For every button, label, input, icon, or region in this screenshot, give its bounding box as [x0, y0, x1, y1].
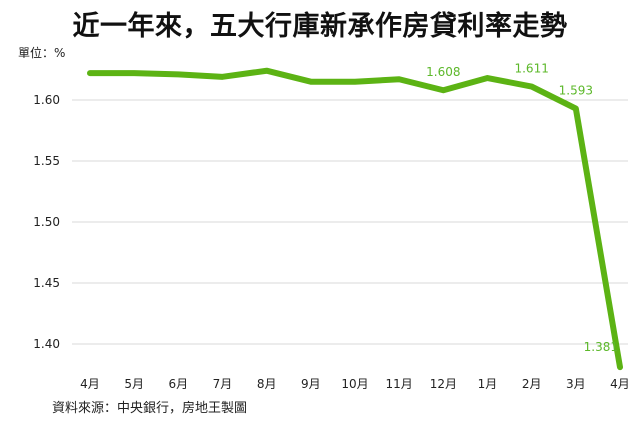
- x-tick-label: 11月: [386, 377, 413, 391]
- data-label: 1.608: [426, 65, 460, 79]
- data-point: [487, 77, 488, 79]
- y-tick-label: 1.40: [33, 337, 60, 351]
- unit-label: 單位：%: [18, 46, 66, 60]
- data-point: [177, 73, 179, 75]
- data-point: [398, 78, 400, 80]
- series-polyline: [87, 67, 623, 371]
- x-tick-label: 1月: [478, 377, 498, 391]
- x-tick-label: 2月: [522, 377, 542, 391]
- data-point: [575, 108, 577, 110]
- x-tick-label: 4月: [610, 377, 630, 391]
- series-line: [87, 67, 623, 371]
- y-axis-ticks: 1.40 1.45 1.50 1.55 1.60: [33, 93, 60, 351]
- x-tick-label: 8月: [257, 377, 277, 391]
- y-tick-label: 1.50: [33, 215, 60, 229]
- data-point: [442, 89, 444, 91]
- x-axis-ticks: 4月 5月 6月 7月 8月 9月 10月 11月 12月 1月 2月 3月 4月: [80, 377, 630, 391]
- x-tick-label: 6月: [169, 377, 189, 391]
- x-tick-label: 5月: [124, 377, 144, 391]
- y-tick-label: 1.45: [33, 276, 60, 290]
- x-tick-label: 9月: [301, 377, 321, 391]
- x-tick-label: 10月: [341, 377, 368, 391]
- gridlines: [72, 99, 628, 345]
- x-tick-label: 3月: [566, 377, 586, 391]
- data-point: [619, 366, 621, 368]
- data-label: 1.611: [514, 62, 548, 76]
- source-note: 資料來源：中央銀行，房地王製圖: [52, 401, 248, 416]
- data-point: [531, 86, 533, 88]
- x-tick-label: 12月: [430, 377, 457, 391]
- data-point: [354, 81, 356, 83]
- chart-title: 近一年來，五大行庫新承作房貸利率走勢: [72, 11, 568, 42]
- data-point: [133, 72, 135, 74]
- y-tick-label: 1.60: [33, 93, 60, 107]
- x-tick-label: 7月: [213, 377, 233, 391]
- data-point: [266, 70, 268, 72]
- data-point: [310, 81, 312, 83]
- x-tick-label: 4月: [80, 377, 100, 391]
- data-label: 1.593: [559, 84, 593, 98]
- data-point: [89, 72, 91, 74]
- data-label: 1.381: [584, 340, 618, 354]
- y-tick-label: 1.55: [33, 154, 60, 168]
- data-point: [222, 76, 223, 78]
- data-labels: 1.608 1.611 1.593 1.381: [426, 62, 618, 355]
